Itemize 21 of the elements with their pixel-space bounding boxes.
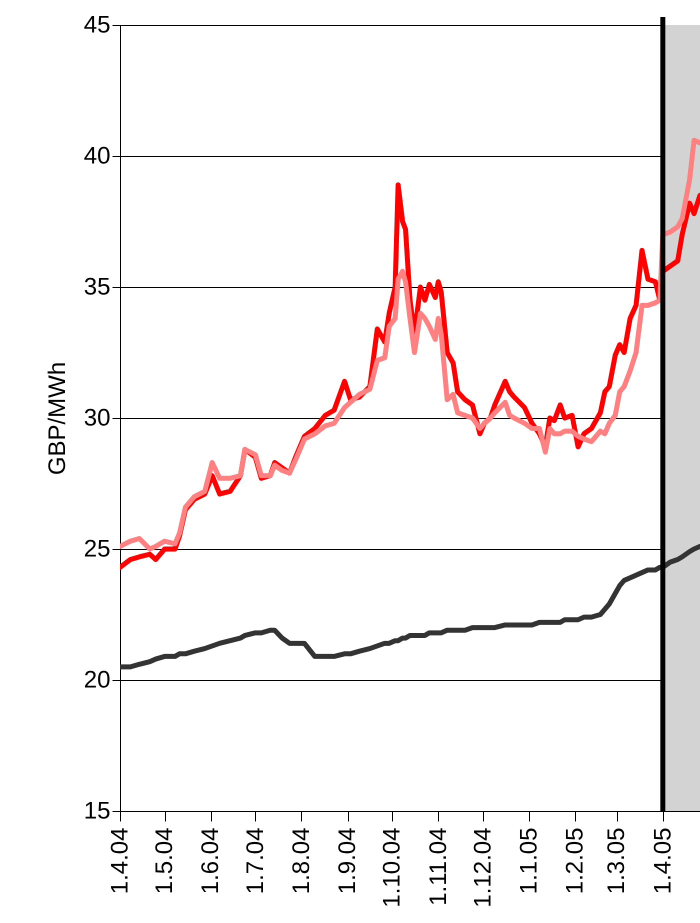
x-tick-label: 1.12.04	[469, 828, 496, 908]
y-axis-title: GBP/MWh	[44, 362, 71, 476]
x-tick-label: 1.8.04	[288, 828, 315, 894]
x-tick-label: 1.7.04	[242, 828, 269, 894]
x-tick-label: 1.9.04	[334, 828, 362, 894]
x-tick-label: 1.11.04	[424, 828, 452, 906]
x-tick-label: 1.4.04	[106, 828, 134, 894]
x-tick-label: 1.2.05	[562, 828, 589, 894]
y-tick-label: 25	[84, 536, 110, 562]
y-tick-label: 45	[84, 12, 110, 38]
y-tick-label: 40	[84, 142, 110, 170]
y-tick-label: 20	[84, 666, 110, 694]
x-tick-label: 1.4.05	[649, 828, 676, 894]
x-tick-label: 1.3.05	[603, 828, 630, 894]
y-tick-label: 30	[84, 404, 110, 432]
y-tick-label: 15	[84, 798, 110, 824]
x-tick-label: 1.5.04	[151, 828, 178, 894]
x-tick-label: 1.10.04	[378, 828, 406, 908]
x-tick-label: 1.6.04	[197, 828, 224, 894]
y-tick-label: 35	[84, 274, 110, 300]
x-tick-label: 1.1.05	[515, 828, 542, 894]
